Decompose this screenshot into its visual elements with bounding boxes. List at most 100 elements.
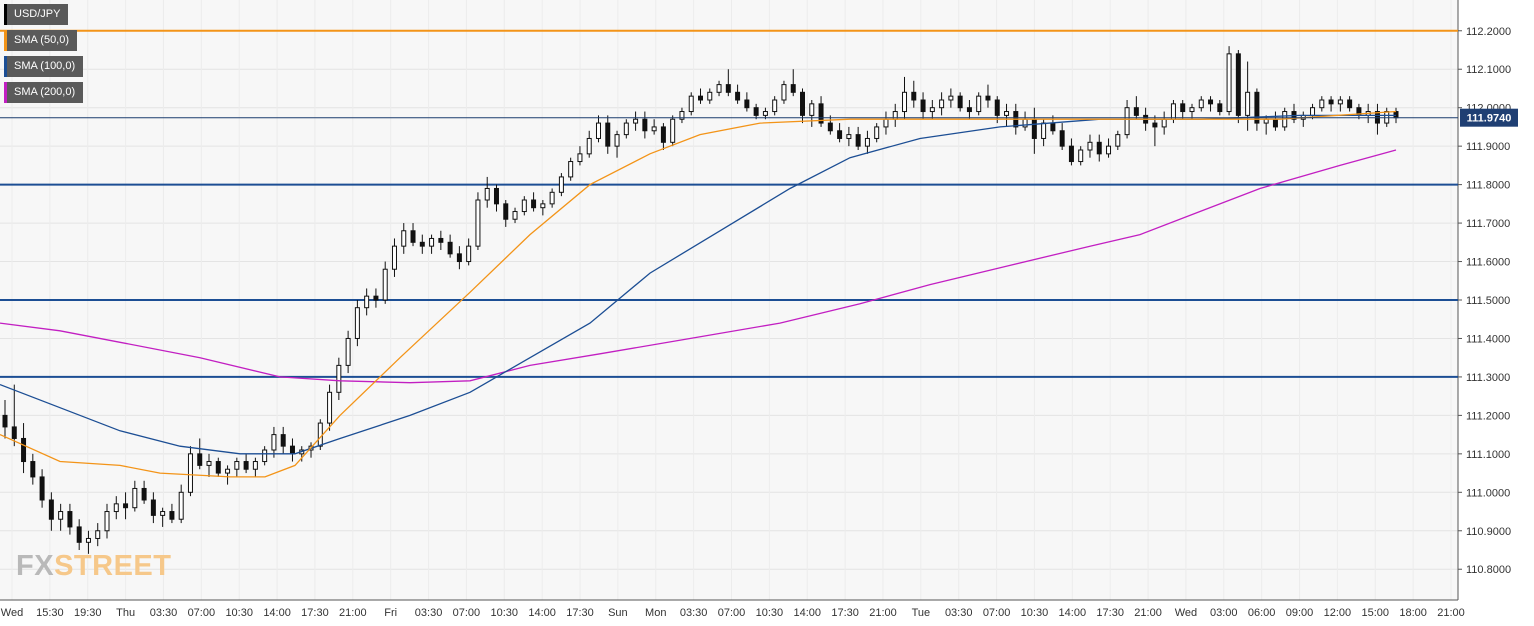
candle-body [76,526,82,543]
candle-body [187,453,193,493]
candle-body [336,364,342,393]
y-tick-label: 111.0000 [1466,487,1510,499]
legend-sma50-swatch [4,30,7,51]
x-tick-label: Wed [1175,607,1197,619]
candle-body [957,95,963,109]
candle-body [410,230,416,243]
candle-body [781,84,787,101]
candle-body [1170,103,1176,120]
candle-body [132,487,138,509]
candle-body [373,295,379,301]
candle-body [753,107,759,116]
legend-sma100-swatch [4,56,7,77]
candle-body [289,445,295,455]
candle-body [354,307,360,339]
candle-body [790,84,796,93]
candle-body [512,211,518,220]
candle-body [1393,111,1399,119]
candle-body [818,103,824,124]
x-tick-label: 07:00 [188,607,216,619]
x-tick-label: Sun [608,607,628,619]
x-tick-label: 03:30 [945,607,973,619]
candle-body [401,230,407,247]
candle-body [605,122,611,147]
x-tick-label: 17:30 [831,607,859,619]
current-price-box [1460,108,1518,127]
candle-body [679,111,685,120]
candle-body [503,203,509,220]
candle-body [1328,99,1334,105]
fxstreet-watermark: FXSTREET [16,550,171,583]
candle-body [902,91,908,113]
y-tick-label: 111.1000 [1466,449,1510,461]
x-tick-label: 17:30 [566,607,594,619]
candle-body [698,95,703,101]
x-tick-label: 14:00 [1059,607,1087,619]
x-tick-label: 19:30 [74,607,102,619]
candle-body [1031,118,1037,139]
candle-body [447,241,453,255]
y-tick-label: 111.9000 [1466,141,1510,153]
candle-body [234,461,240,470]
candle-body [1235,53,1241,116]
x-tick-label: 10:30 [491,607,519,619]
candle-body [345,337,351,366]
x-tick-label: 07:00 [453,607,481,619]
candle-body [327,391,333,424]
candle-body [419,241,425,247]
candle-body [1059,130,1065,147]
candle-body [976,95,982,113]
candle-body [670,118,676,143]
x-tick-label: 06:00 [1248,607,1276,619]
candle-body [1041,122,1047,139]
candle-body [800,91,806,116]
candle-body [1004,111,1010,116]
candle-body [391,245,397,270]
candle-body [1050,122,1056,132]
candle-body [21,437,27,463]
candle-body [1180,103,1186,113]
candle-body [827,122,833,132]
x-tick-label: 12:00 [1324,607,1352,619]
candle-body [1022,118,1028,128]
candle-body [642,118,648,132]
x-tick-label: 15:30 [36,607,64,619]
legend-symbol-label: USD/JPY [14,8,61,20]
candle-body [623,122,629,136]
candle-body [1272,118,1278,128]
legend-sma50: SMA (50,0) [4,30,78,51]
candle-body [595,122,601,139]
candle-body [577,153,583,163]
legend-symbol: USD/JPY [4,4,69,25]
legend-sma100: SMA (100,0) [4,56,84,77]
candle-body [95,530,101,539]
candle-body [262,449,268,463]
candle-body [58,511,64,520]
candle-body [688,95,694,113]
candle-body [30,461,36,478]
candle-body [206,461,212,466]
candle-body [1310,107,1316,116]
candle-body [271,434,277,451]
y-tick-label: 111.3000 [1466,372,1510,384]
y-tick-label: 110.8000 [1466,564,1511,576]
watermark-fx: FX [16,550,55,582]
x-tick-label: 10:30 [756,607,784,619]
candle-body [1152,122,1158,128]
y-tick-label: 111.4000 [1466,333,1510,345]
x-tick-label: 03:30 [150,607,178,619]
y-tick-label: 111.5000 [1466,295,1510,307]
y-tick-label: 111.6000 [1466,257,1510,269]
candle-body [911,91,917,101]
candle-body [920,99,926,113]
candle-body [1347,99,1353,109]
candle-body [1337,99,1343,105]
x-tick-label: Fri [384,607,397,619]
candle-body [1087,141,1093,151]
candle-body [1217,103,1223,113]
candle-body [948,95,954,101]
candle-body [568,161,574,178]
candle-body [104,511,110,532]
x-tick-label: Thu [116,607,135,619]
candle-body [744,99,750,109]
